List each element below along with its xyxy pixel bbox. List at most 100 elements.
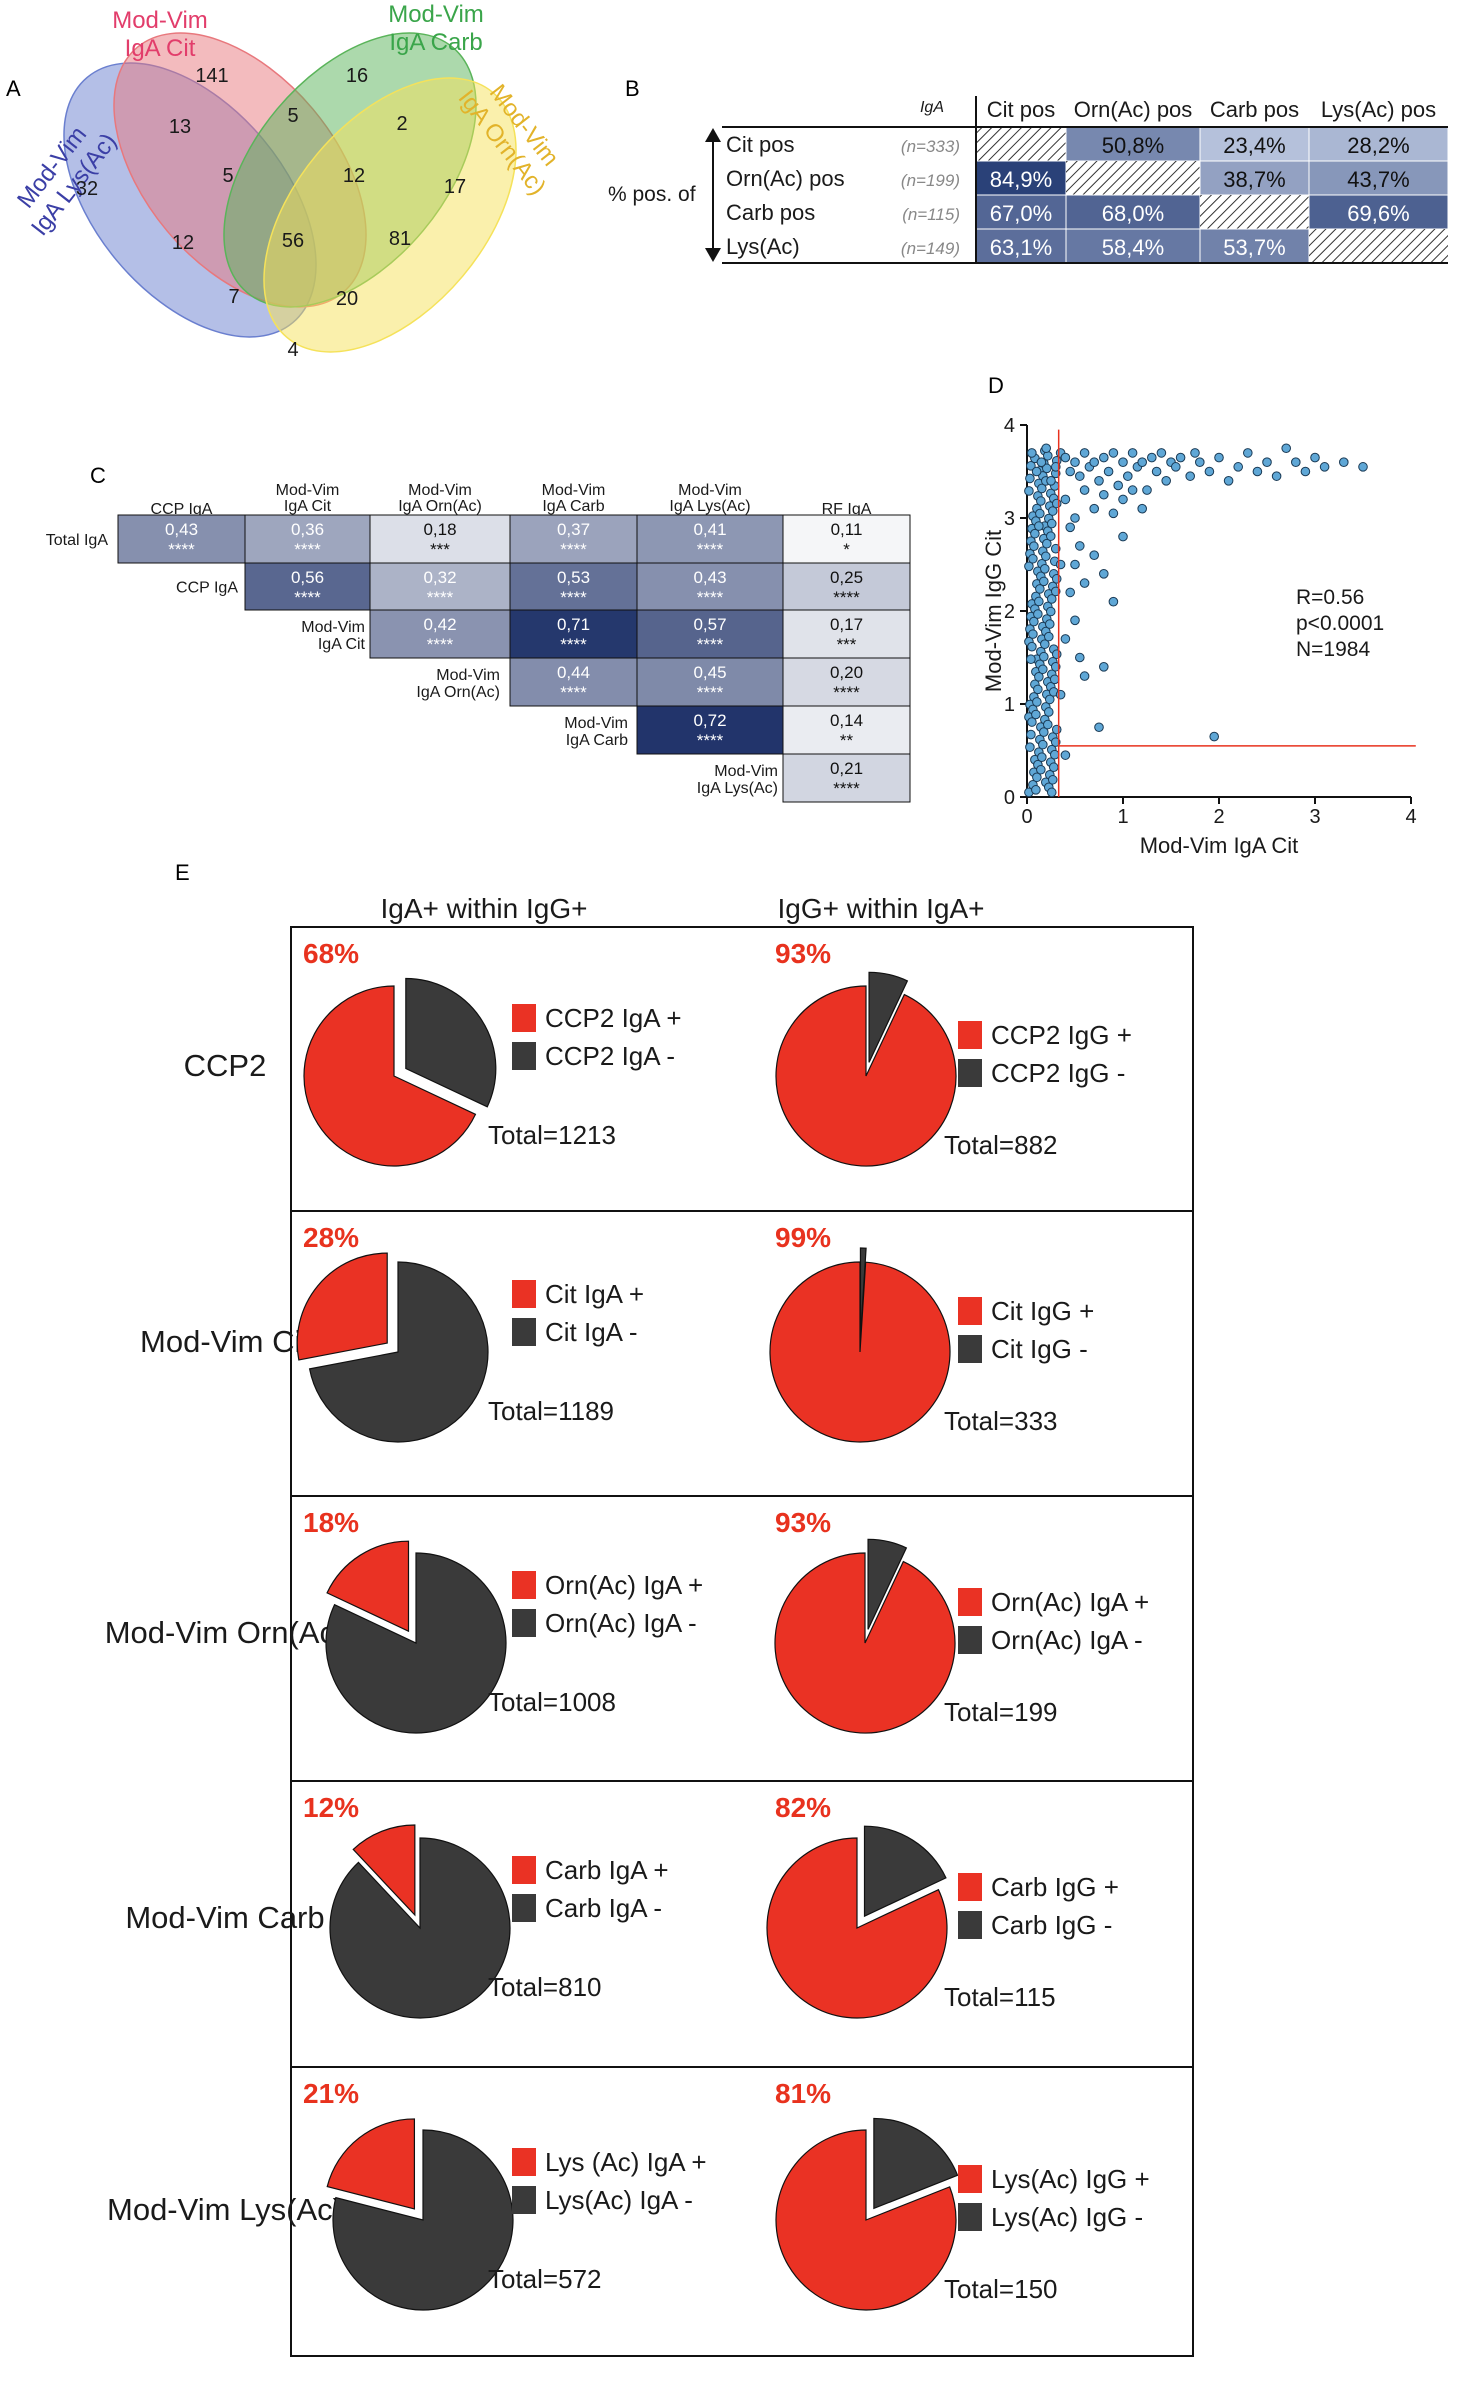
table-col-header: Orn(Ac) pos bbox=[1074, 97, 1193, 122]
venn-count-lys-cit-carb: 5 bbox=[222, 165, 233, 187]
pie-left-total: Total=572 bbox=[488, 2264, 601, 2294]
scatter-point bbox=[1310, 452, 1320, 463]
heatmap-cell-signif: **** bbox=[833, 588, 860, 607]
heatmap-row-label: IgA Cit bbox=[318, 636, 366, 653]
scatter-y-label-group: Mod-Vim IgG Cit bbox=[981, 530, 1006, 692]
scatter-point bbox=[1046, 787, 1057, 798]
heatmap-cell-signif: **** bbox=[560, 635, 587, 654]
pie-right-total: Total=333 bbox=[944, 1406, 1057, 1436]
heatmap-cell bbox=[782, 609, 911, 659]
venn-count-lys-carb-orn: 7 bbox=[228, 286, 239, 308]
scatter-point bbox=[1079, 671, 1090, 681]
heatmap-cell bbox=[244, 562, 371, 611]
scatter-point bbox=[1051, 724, 1062, 735]
scatter-point bbox=[1060, 452, 1071, 463]
pie-right bbox=[775, 971, 957, 1167]
pie-right-pct: 82% bbox=[775, 1792, 831, 1823]
scatter-point bbox=[1027, 641, 1037, 652]
scatter-point bbox=[1025, 742, 1035, 752]
pie-left-total: Total=810 bbox=[488, 1972, 601, 2002]
heatmap-cell-signif: **** bbox=[427, 588, 454, 607]
table-row-label: Orn(Ac) pos bbox=[726, 166, 845, 191]
pie-right-total: Total=882 bbox=[944, 1130, 1057, 1160]
venn-label-line2: IgA Carb bbox=[389, 29, 482, 56]
scatter-point bbox=[1089, 503, 1099, 514]
heatmap-cell bbox=[636, 514, 784, 564]
legend-swatch-negative bbox=[512, 1894, 536, 1922]
scatter-point bbox=[1339, 457, 1349, 468]
scatter-point bbox=[1035, 584, 1045, 594]
scatter-point bbox=[1147, 452, 1157, 463]
heatmap-cell-value: 0,43 bbox=[165, 520, 198, 539]
table-row-n: (n=199) bbox=[901, 171, 960, 190]
venn-count-cit: 141 bbox=[195, 65, 228, 87]
pie-left-pct: 28% bbox=[303, 1222, 359, 1253]
table-arrow-up-icon bbox=[705, 128, 721, 142]
scatter-y-tick-label: 2 bbox=[1004, 601, 1015, 623]
scatter-point bbox=[1026, 729, 1036, 740]
venn-count-cit-carb: 5 bbox=[287, 105, 298, 127]
scatter-point bbox=[1070, 513, 1080, 523]
scatter-point bbox=[1209, 731, 1219, 742]
legend-label-positive: Lys (Ac) IgA + bbox=[545, 2147, 707, 2177]
scatter-y-tick-label: 1 bbox=[1004, 694, 1015, 716]
pie-left bbox=[303, 977, 497, 1167]
scatter-point bbox=[1089, 457, 1099, 468]
legend-label-positive: Carb IgA + bbox=[545, 1855, 669, 1885]
pie-slice-negative bbox=[868, 971, 909, 1063]
heatmap-cell-value: 0,17 bbox=[830, 615, 863, 634]
heatmap-cell-signif: **** bbox=[427, 635, 454, 654]
scatter-point bbox=[1045, 606, 1056, 617]
heatmap-cell bbox=[782, 705, 911, 755]
scatter-point bbox=[1042, 719, 1053, 730]
heatmap-cell-signif: **** bbox=[168, 540, 195, 559]
scatter-point bbox=[1156, 448, 1167, 458]
scatter-point bbox=[1041, 551, 1051, 562]
heatmap-cell bbox=[782, 657, 911, 707]
scatter-point bbox=[1271, 471, 1282, 481]
heatmap-col-label: Mod-Vim bbox=[678, 482, 742, 499]
pie-right bbox=[775, 2117, 959, 2311]
heatmap-cell-signif: * bbox=[843, 540, 850, 559]
table-cell-value: 53,7% bbox=[1223, 235, 1285, 260]
scatter-point bbox=[1050, 586, 1061, 597]
table-cell bbox=[1199, 228, 1310, 264]
legend-label-negative: Carb IgG - bbox=[991, 1910, 1112, 1940]
table-cell-diagonal bbox=[1200, 195, 1309, 229]
heatmap-row-label: Mod-Vim bbox=[564, 715, 628, 732]
scatter-point bbox=[1039, 727, 1049, 737]
pie-row-label: CCP2 bbox=[184, 1048, 267, 1083]
scatter-point bbox=[1032, 697, 1042, 707]
heatmap-cell-signif: **** bbox=[833, 779, 860, 798]
venn-count-lys-cit: 13 bbox=[169, 116, 191, 138]
pie-slice-positive bbox=[766, 1837, 948, 2019]
legend-swatch-negative bbox=[512, 1318, 536, 1346]
heatmap-col-label: Mod-Vim bbox=[408, 482, 472, 499]
scatter-point bbox=[1055, 559, 1066, 570]
pie-slice-negative bbox=[867, 1538, 908, 1630]
heatmap-cell-value: 0,37 bbox=[557, 520, 590, 539]
scatter-point bbox=[1040, 564, 1050, 574]
scatter-point bbox=[1075, 541, 1085, 551]
scatter-point bbox=[1175, 452, 1186, 463]
pie-left bbox=[296, 1252, 489, 1443]
table-cell-value: 84,9% bbox=[990, 167, 1052, 192]
pie-left-pct: 21% bbox=[303, 2078, 359, 2109]
panel-label-b: B bbox=[625, 76, 640, 101]
scatter-point bbox=[1099, 569, 1109, 579]
scatter-point bbox=[1029, 616, 1039, 627]
scatter-point bbox=[1319, 462, 1330, 472]
scatter-point bbox=[1151, 466, 1162, 477]
scatter-point bbox=[1065, 466, 1075, 477]
pie-slice-positive bbox=[769, 1261, 951, 1443]
pie-slice-negative bbox=[308, 1261, 489, 1443]
table-cell-value: 50,8% bbox=[1102, 133, 1164, 158]
scatter-point bbox=[1045, 531, 1056, 541]
scatter-point bbox=[1079, 578, 1090, 588]
panel-label-e: E bbox=[175, 860, 190, 885]
scatter-point bbox=[1046, 518, 1057, 529]
legend-swatch-positive bbox=[512, 1856, 536, 1884]
scatter-point bbox=[1051, 649, 1062, 660]
scatter-x-tick-label: 3 bbox=[1309, 806, 1320, 828]
scatter-point bbox=[1044, 694, 1055, 705]
